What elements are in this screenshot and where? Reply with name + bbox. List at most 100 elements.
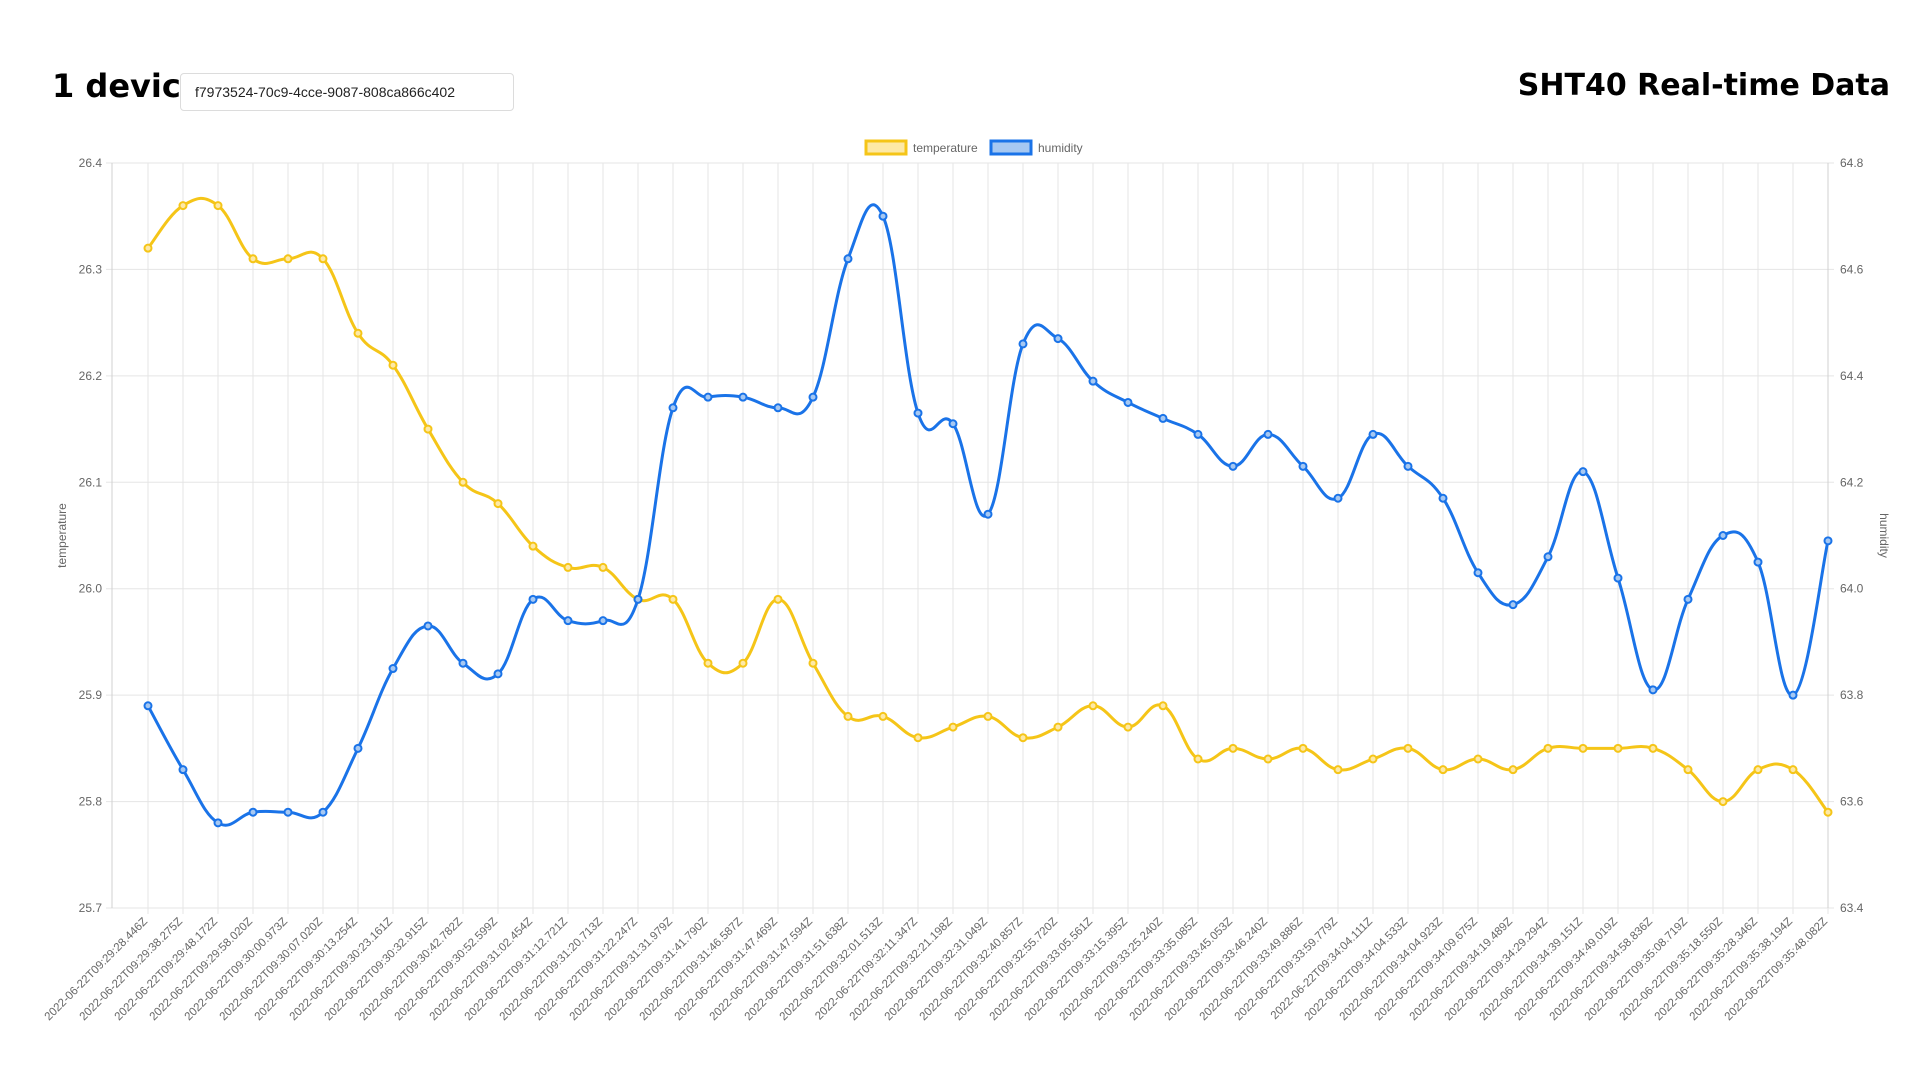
- y-left-tick-label: 25.9: [79, 688, 103, 702]
- data-point-humidity: [353, 743, 363, 753]
- data-point-temperature: [528, 541, 538, 551]
- data-point-humidity: [1193, 429, 1203, 439]
- data-point-humidity: [143, 701, 153, 711]
- data-point-humidity: [913, 408, 923, 418]
- data-point-temperature: [1088, 701, 1098, 711]
- data-point-humidity: [1123, 397, 1133, 407]
- data-point-humidity: [528, 594, 538, 604]
- data-point-temperature: [1438, 765, 1448, 775]
- data-point-humidity: [1788, 690, 1798, 700]
- data-point-humidity: [598, 616, 608, 626]
- device-id-select[interactable]: f7973524-70c9-4cce-9087-808ca866c402: [180, 73, 514, 111]
- data-point-temperature: [1683, 765, 1693, 775]
- data-point-temperature: [598, 562, 608, 572]
- y-right-tick-label: 64.0: [1840, 582, 1864, 596]
- data-point-humidity: [1403, 461, 1413, 471]
- data-point-humidity: [1368, 429, 1378, 439]
- data-point-temperature: [1368, 754, 1378, 764]
- chart-plot: [143, 196, 1833, 828]
- data-point-temperature: [843, 711, 853, 721]
- y-right-tick-label: 63.8: [1840, 688, 1864, 702]
- data-point-humidity: [1683, 594, 1693, 604]
- data-point-humidity: [248, 807, 258, 817]
- data-point-humidity: [1158, 413, 1168, 423]
- data-point-temperature: [738, 658, 748, 668]
- data-point-humidity: [1298, 461, 1308, 471]
- series-line-temperature: [146, 196, 1830, 814]
- y-left-tick-label: 26.2: [79, 369, 103, 383]
- page-title: SHT40 Real-time Data: [1517, 68, 1890, 103]
- data-point-temperature: [1648, 743, 1658, 753]
- y-left-axis-title: temperature: [55, 503, 69, 568]
- data-point-temperature: [388, 360, 398, 370]
- data-point-humidity: [1018, 339, 1028, 349]
- data-point-temperature: [178, 201, 188, 211]
- data-point-temperature: [1193, 754, 1203, 764]
- chart-axes: 25.7 25.8 25.9 26.0 26.1 26.2 26.3 26.4 63.4 63.6…: [43, 156, 1891, 1023]
- data-point-temperature: [1018, 733, 1028, 743]
- data-point-humidity: [738, 392, 748, 402]
- data-point-temperature: [318, 254, 328, 264]
- y-right-axis-title: humidity: [1877, 513, 1891, 558]
- chart-legend: temperature humidity: [864, 139, 1083, 156]
- y-right-tick-label: 64.4: [1840, 369, 1864, 383]
- data-point-humidity: [283, 807, 293, 817]
- data-point-temperature: [948, 722, 958, 732]
- data-point-temperature: [248, 254, 258, 264]
- data-point-temperature: [668, 594, 678, 604]
- legend-label-temperature: temperature: [913, 141, 978, 155]
- data-point-temperature: [1263, 754, 1273, 764]
- data-point-humidity: [1438, 493, 1448, 503]
- data-point-temperature: [353, 328, 363, 338]
- data-point-humidity: [1753, 557, 1763, 567]
- data-point-humidity: [878, 211, 888, 221]
- legend-swatch-temperature: [864, 139, 908, 156]
- data-point-humidity: [633, 594, 643, 604]
- data-point-humidity: [1543, 552, 1553, 562]
- data-point-humidity: [318, 807, 328, 817]
- data-point-temperature: [913, 733, 923, 743]
- data-point-temperature: [143, 243, 153, 253]
- data-point-humidity: [1333, 493, 1343, 503]
- data-point-humidity: [1578, 467, 1588, 477]
- data-point-temperature: [1473, 754, 1483, 764]
- data-point-temperature: [1578, 743, 1588, 753]
- data-point-temperature: [283, 254, 293, 264]
- data-point-humidity: [1648, 685, 1658, 695]
- data-point-temperature: [1613, 743, 1623, 753]
- data-point-temperature: [1123, 722, 1133, 732]
- data-point-humidity: [458, 658, 468, 668]
- chart-grid: [106, 162, 1834, 914]
- data-point-temperature: [1403, 743, 1413, 753]
- data-point-humidity: [1473, 568, 1483, 578]
- data-point-humidity: [213, 818, 223, 828]
- data-point-temperature: [213, 201, 223, 211]
- data-point-humidity: [1088, 376, 1098, 386]
- data-point-humidity: [808, 392, 818, 402]
- data-point-temperature: [983, 711, 993, 721]
- data-point-humidity: [1228, 461, 1238, 471]
- data-point-temperature: [1753, 765, 1763, 775]
- y-right-tick-label: 64.8: [1840, 156, 1864, 170]
- data-point-temperature: [1228, 743, 1238, 753]
- y-right-tick-label: 63.4: [1840, 901, 1864, 915]
- data-point-humidity: [773, 403, 783, 413]
- data-point-humidity: [703, 392, 713, 402]
- data-point-humidity: [1823, 536, 1833, 546]
- data-point-humidity: [1053, 334, 1063, 344]
- data-point-temperature: [458, 477, 468, 487]
- legend-swatch-humidity: [989, 139, 1033, 156]
- data-point-humidity: [423, 621, 433, 631]
- data-point-temperature: [1508, 765, 1518, 775]
- data-point-humidity: [1613, 573, 1623, 583]
- data-point-humidity: [948, 419, 958, 429]
- data-point-temperature: [1053, 722, 1063, 732]
- data-point-humidity: [493, 669, 503, 679]
- data-point-humidity: [388, 664, 398, 674]
- y-left-tick-label: 26.0: [79, 582, 103, 596]
- data-point-temperature: [773, 594, 783, 604]
- y-left-tick-label: 26.4: [79, 156, 103, 170]
- data-point-temperature: [423, 424, 433, 434]
- y-left-tick-label: 26.1: [79, 475, 103, 489]
